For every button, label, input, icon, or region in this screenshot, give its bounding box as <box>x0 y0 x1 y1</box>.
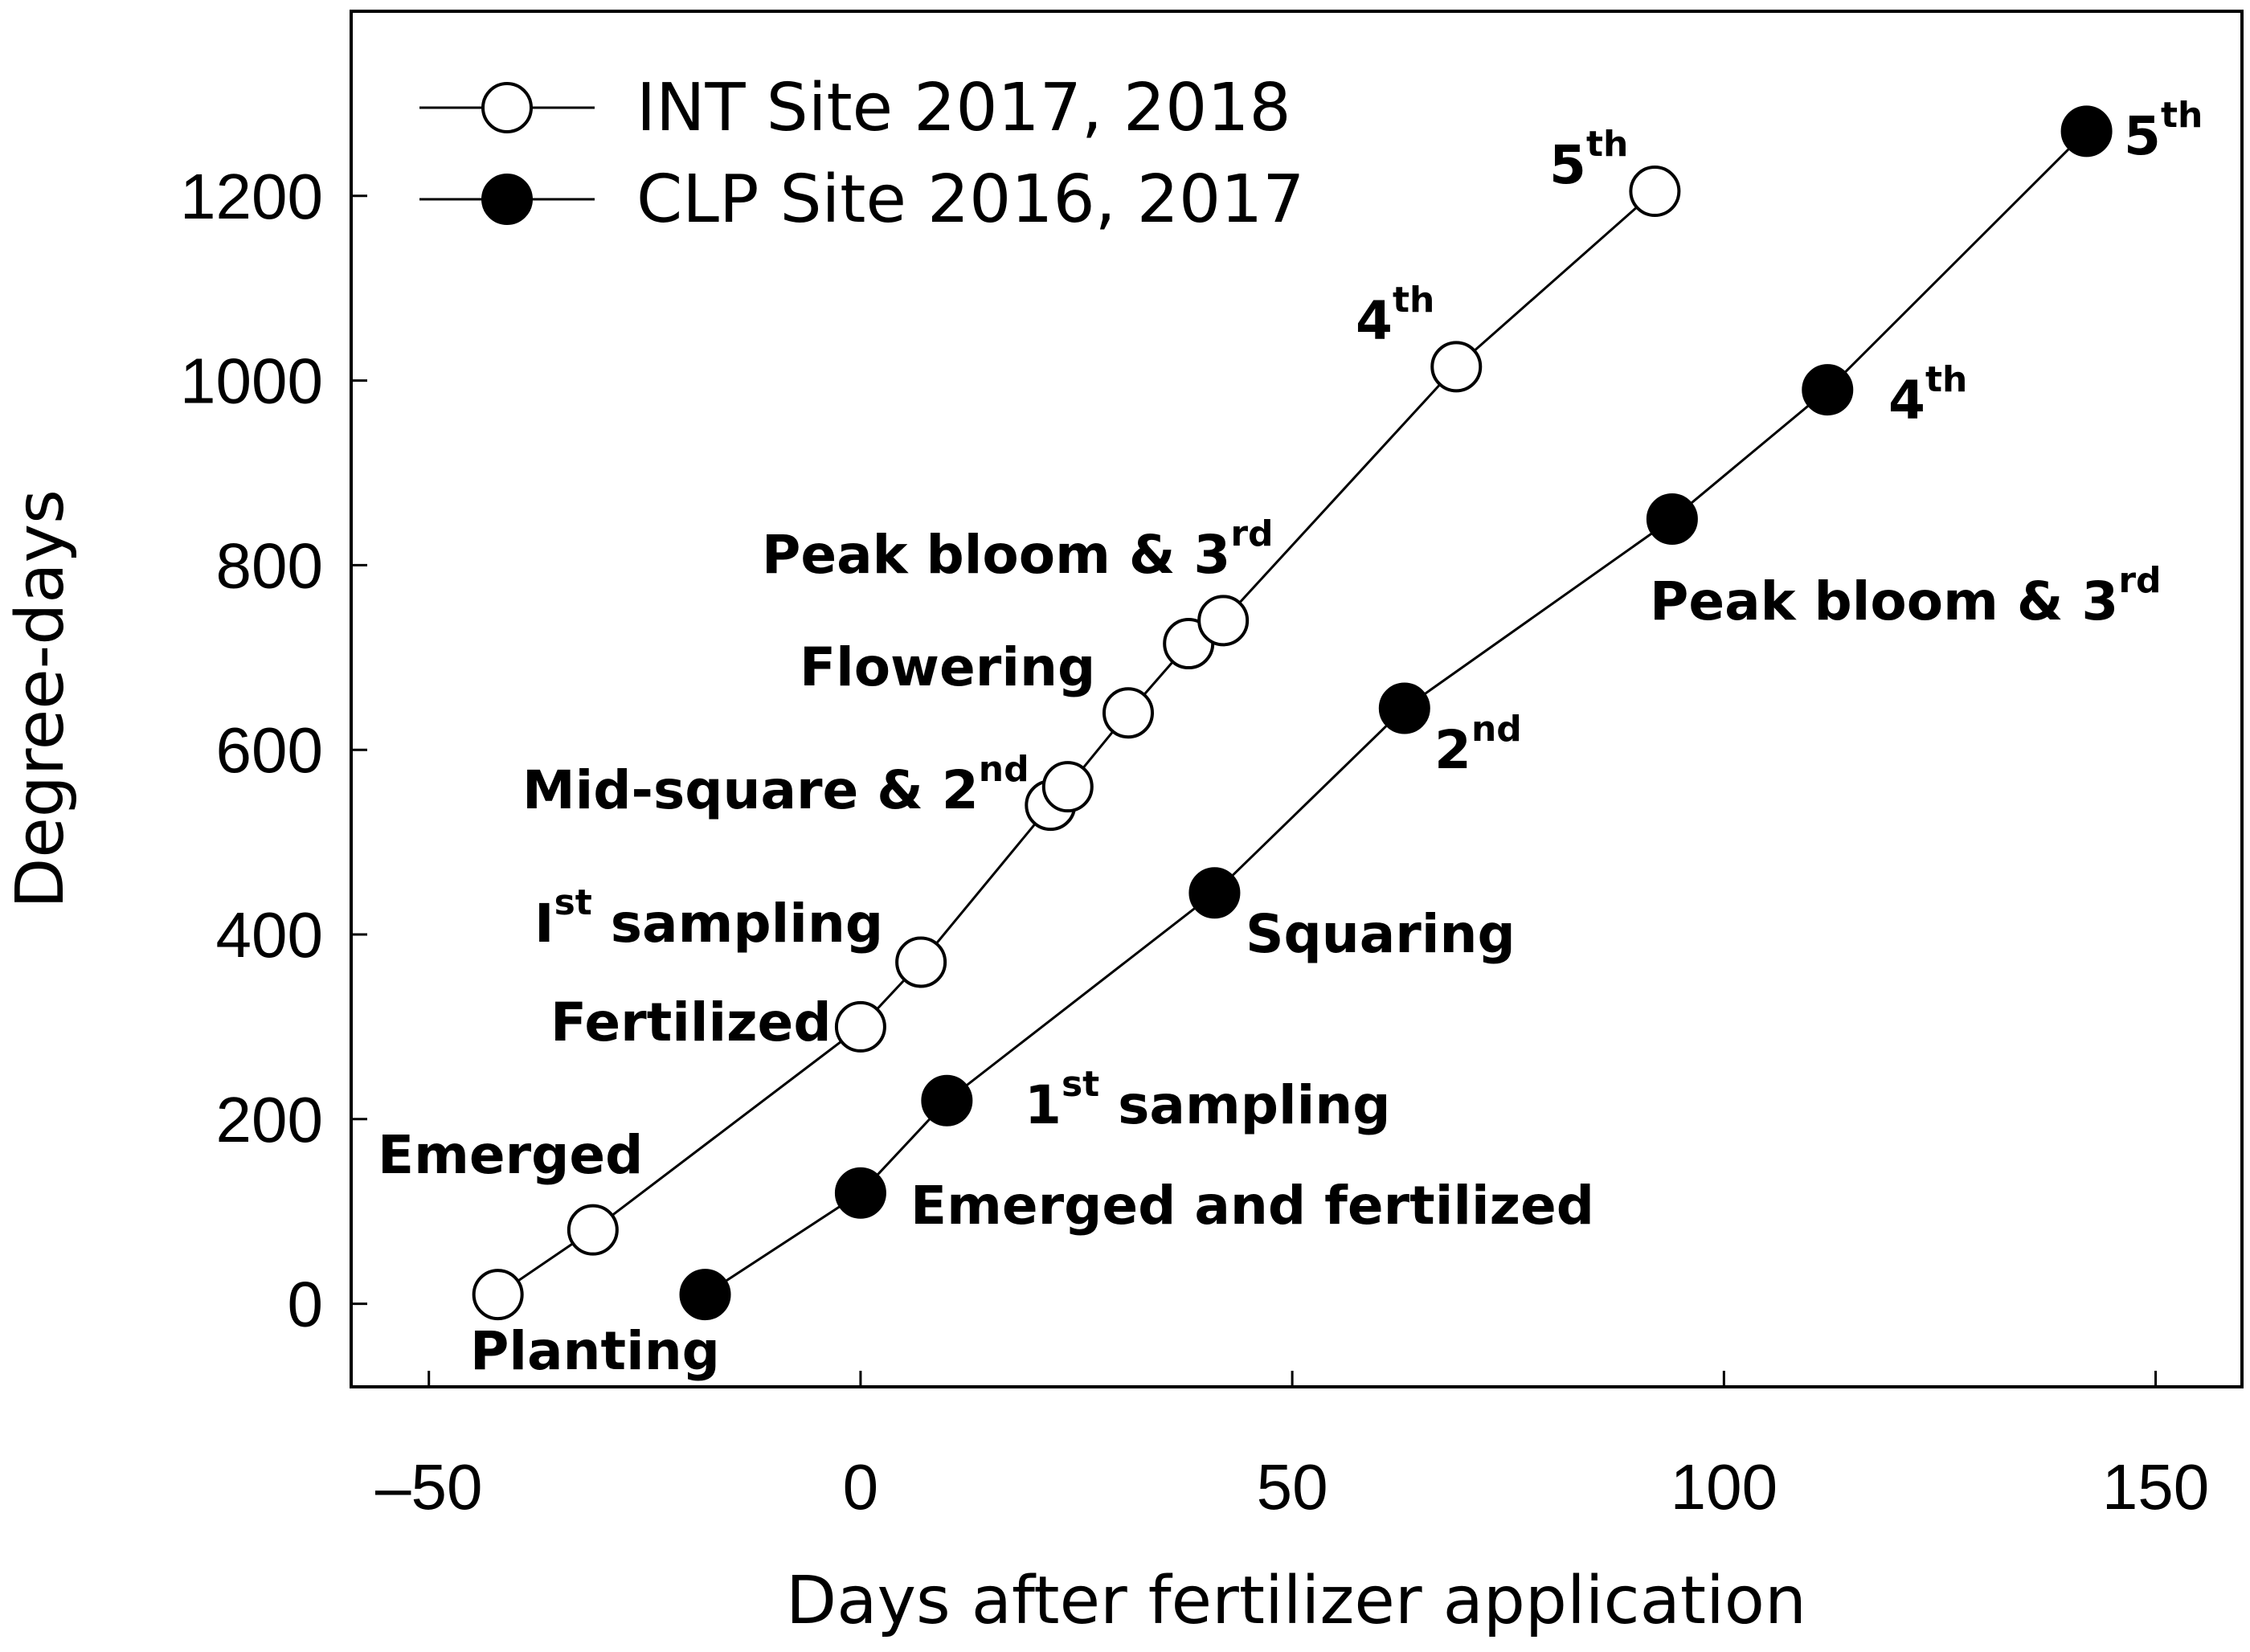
annotation-label: 5th <box>2124 95 2203 167</box>
annotation-label: Emerged <box>378 1124 643 1186</box>
annotation-superscript: th <box>1586 124 1628 165</box>
int-data-point <box>472 1269 524 1321</box>
annotation-superscript: rd <box>2118 560 2161 601</box>
annotation-label: Emerged and fertilized <box>910 1175 1594 1237</box>
annotation-superscript: st <box>554 882 592 923</box>
annotation-label: 1st sampling <box>1025 1064 1390 1136</box>
y-tick-label: 600 <box>216 714 323 786</box>
y-tick-label: 800 <box>216 530 323 601</box>
plot-frame <box>350 10 2244 1388</box>
clp-data-point <box>1378 682 1430 734</box>
annotation-text: I <box>534 893 554 955</box>
annotation-superscript: st <box>1062 1064 1099 1105</box>
y-tick-label: 1200 <box>180 161 323 232</box>
int-data-point <box>1041 761 1094 813</box>
annotation-superscript: th <box>1393 280 1434 321</box>
y-axis: 0 200 400 600 800 1000 1200 <box>180 161 367 1340</box>
clp-data-point <box>1646 493 1698 545</box>
x-axis-title: Days after fertilizer application <box>786 1563 1806 1639</box>
annotation-label: Mid-square & 2nd <box>522 749 1029 821</box>
clp-data-point <box>1188 867 1241 919</box>
int-data-point <box>1430 341 1483 393</box>
legend: INT Site 2017, 2018 CLP Site 2016, 2017 <box>419 70 1304 238</box>
annotation-label: 2nd <box>1434 709 1522 781</box>
annotation-superscript: rd <box>1230 513 1273 554</box>
x-tick-label: –50 <box>375 1451 482 1523</box>
legend-marker-clp-filled-circle <box>481 174 533 225</box>
clp-data-point <box>679 1269 731 1321</box>
y-axis-title: Degree-days <box>2 489 79 909</box>
annotation-text: 5 <box>1549 134 1586 196</box>
annotation-superscript: th <box>2161 95 2203 136</box>
annotation-label: Squaring <box>1246 903 1516 965</box>
annotation-label: Peak bloom & 3rd <box>1650 560 2162 632</box>
x-tick-label: 100 <box>1671 1451 1778 1523</box>
annotation-label: 4th <box>1356 280 1434 352</box>
annotation-label: 5th <box>1549 124 1628 196</box>
int-data-point <box>1102 687 1154 739</box>
annotation-text: Squaring <box>1246 903 1516 965</box>
annotation-text: Emerged and fertilized <box>910 1175 1594 1237</box>
int-data-point <box>1629 166 1681 218</box>
int-data-point <box>895 936 947 988</box>
legend-label-int: INT Site 2017, 2018 <box>636 70 1291 146</box>
annotation-superscript: nd <box>1471 709 1522 750</box>
clp-data-point <box>834 1167 886 1219</box>
annotation-text: Fertilized <box>550 992 832 1053</box>
annotation-text: Flowering <box>800 636 1095 698</box>
y-tick-label: 400 <box>216 899 323 971</box>
legend-label-clp: CLP Site 2016, 2017 <box>636 162 1304 238</box>
int-data-point <box>834 1000 886 1053</box>
annotation-label: Planting <box>470 1320 720 1382</box>
x-tick-label: 0 <box>843 1451 879 1523</box>
int-data-point <box>1197 595 1250 647</box>
annotation-text: 4 <box>1356 290 1393 352</box>
int-data-point <box>567 1204 619 1256</box>
x-axis: –50 0 50 100 150 <box>375 1371 2209 1523</box>
annotation-superscript: nd <box>979 749 1029 790</box>
legend-marker-int-open-circle <box>481 82 533 133</box>
y-tick-label: 200 <box>216 1084 323 1155</box>
annotation-text: Peak bloom & 3 <box>762 524 1230 586</box>
annotation-label: Flowering <box>800 636 1095 698</box>
annotation-label: Ist sampling <box>534 882 883 955</box>
annotation-text: 5 <box>2124 105 2161 167</box>
annotation-layer: Planting Emerged Fertilized Ist sampling Mid… <box>378 95 2203 1382</box>
annotation-text: Peak bloom & 3 <box>1650 570 2118 632</box>
annotation-text: Emerged <box>378 1124 643 1186</box>
x-tick-label: 50 <box>1257 1451 1328 1523</box>
annotation-superscript: th <box>1925 359 1967 400</box>
annotation-text: 4 <box>1888 370 1925 431</box>
series-layer <box>472 105 2113 1321</box>
annotation-suffix: sampling <box>1099 1074 1390 1136</box>
annotation-text: Planting <box>470 1320 720 1382</box>
annotation-text: Mid-square & 2 <box>522 759 979 821</box>
x-tick-label: 150 <box>2102 1451 2209 1523</box>
clp-data-point <box>921 1074 973 1127</box>
annotation-label: Peak bloom & 3rd <box>762 513 1274 586</box>
clp-data-point <box>2060 105 2113 157</box>
annotation-text: 2 <box>1434 719 1471 781</box>
y-tick-label: 1000 <box>180 346 323 417</box>
annotation-label: 4th <box>1888 359 1967 431</box>
annotation-text: 1 <box>1025 1074 1062 1136</box>
annotation-label: Fertilized <box>550 992 832 1053</box>
clp-data-point <box>1802 364 1854 416</box>
annotation-suffix: sampling <box>592 893 883 955</box>
y-tick-label: 0 <box>288 1269 324 1340</box>
